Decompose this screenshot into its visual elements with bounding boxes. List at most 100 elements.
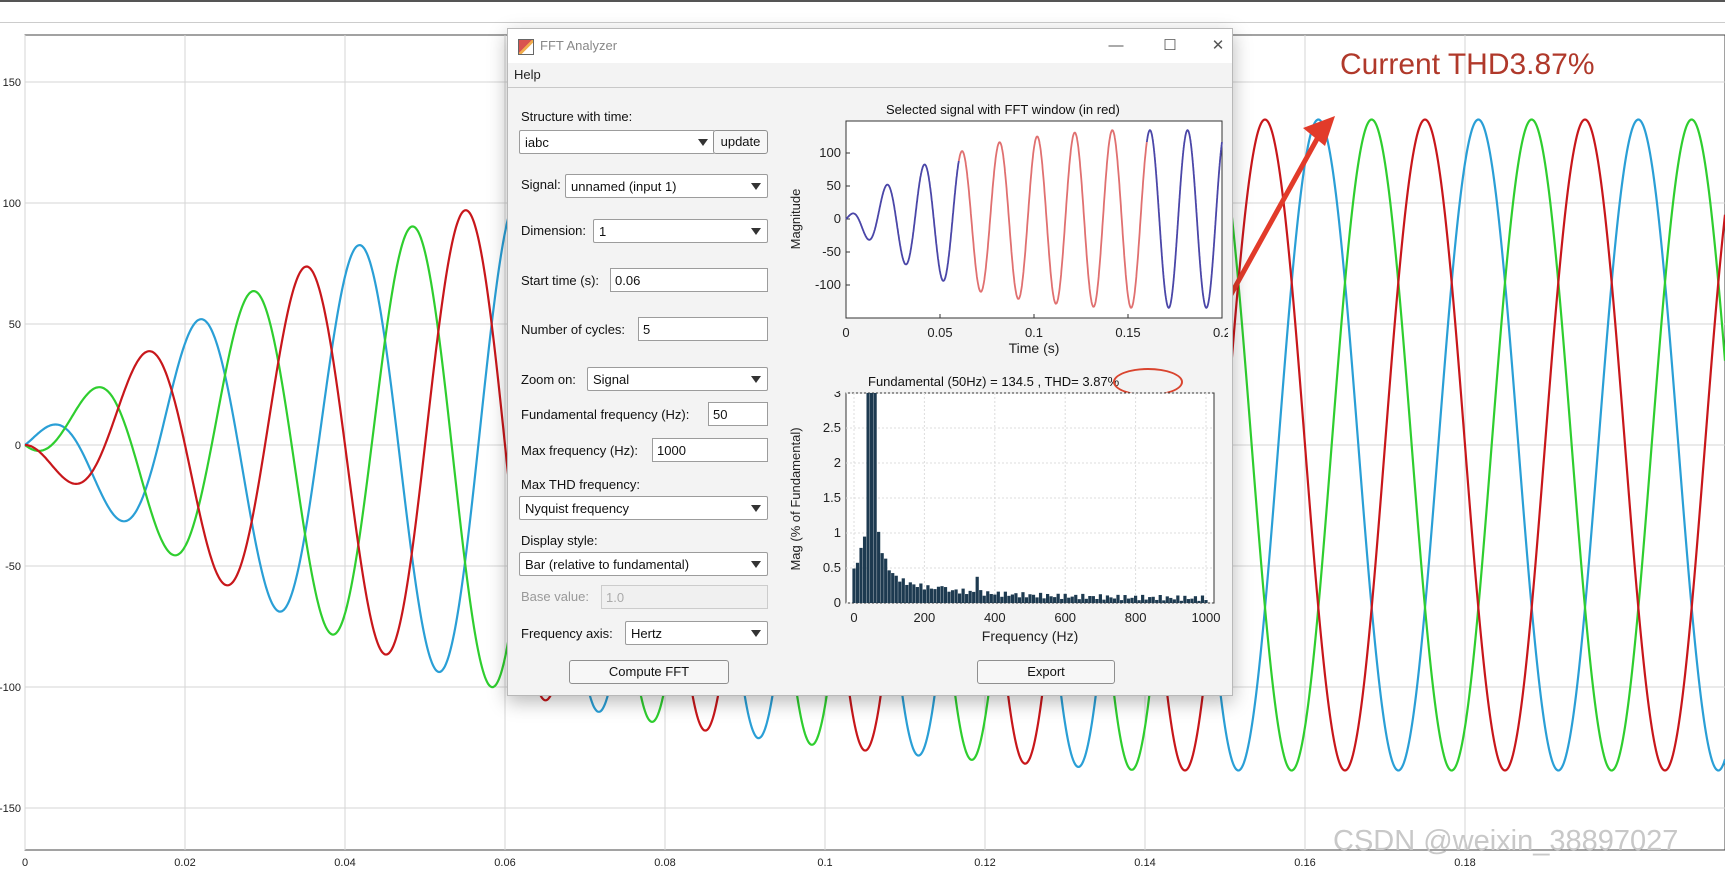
fft-bar	[1000, 596, 1004, 603]
minimize-icon[interactable]: —	[1108, 37, 1124, 54]
export-button[interactable]: Export	[977, 660, 1115, 684]
fft-y-tick-label: 2	[834, 455, 841, 470]
zoom-label: Zoom on:	[521, 372, 576, 387]
fft-bar	[1190, 598, 1194, 603]
structure-dropdown[interactable]: iabc	[519, 130, 715, 154]
fft-bar	[989, 594, 993, 603]
fft-bar	[1204, 600, 1208, 603]
toolbar-divider	[0, 22, 1725, 23]
scope-x-tick: 0.18	[1454, 857, 1475, 869]
signal-y-tick-label: 50	[827, 178, 841, 193]
window-titlebar[interactable]: FFT Analyzer — ☐ ✕	[508, 29, 1232, 63]
freq-axis-dropdown[interactable]: Hertz	[625, 621, 768, 645]
fft-bar	[933, 589, 937, 603]
scope-x-tick-labels: 0 0.02 0.04 0.06 0.08 0.1 0.12 0.14 0.16 0.18	[22, 857, 1476, 869]
scope-y-tick: 100	[3, 198, 21, 210]
fft-bar	[1084, 598, 1088, 603]
fft-bar	[929, 588, 934, 603]
max-freq-input[interactable]: 1000	[652, 438, 768, 462]
fft-bar	[961, 588, 965, 603]
fft-bar	[880, 553, 884, 603]
scope-x-tick: 0.06	[494, 857, 515, 869]
fft-bar	[1197, 600, 1201, 603]
fund-freq-label: Fundamental frequency (Hz):	[521, 407, 690, 422]
fund-freq-input[interactable]: 50	[708, 402, 768, 426]
fft-y-tick-label: 3	[834, 391, 841, 400]
fft-analyzer-window: FFT Analyzer — ☐ ✕ Help Structure with t…	[507, 28, 1233, 696]
fft-bar	[1165, 596, 1169, 603]
fft-bar	[915, 587, 919, 603]
fft-bar	[1119, 600, 1124, 603]
fft-bar	[1077, 599, 1081, 603]
fft-bar	[1053, 597, 1057, 603]
fft-bar	[1116, 594, 1120, 603]
dimension-label: Dimension:	[521, 223, 587, 238]
cycles-input[interactable]: 5	[638, 317, 768, 341]
fft-bar	[1024, 597, 1029, 603]
base-value-label: Base value:	[521, 589, 589, 604]
fft-bar	[1134, 595, 1138, 603]
start-time-input[interactable]: 0.06	[610, 268, 768, 292]
fft-bar	[1141, 594, 1145, 603]
fft-plot: 0 200 400 600 800 1000 3 2.5 2 1.5 1 0.5 0 Frequency…	[788, 391, 1220, 644]
update-button[interactable]: update	[713, 130, 768, 154]
fft-bar	[877, 531, 881, 603]
fft-bar	[1169, 597, 1173, 603]
freq-axis-value: Hertz	[631, 626, 663, 641]
menu-help[interactable]: Help	[514, 67, 541, 82]
dimension-dropdown[interactable]: 1	[593, 219, 768, 243]
dimension-value: 1	[599, 224, 607, 239]
window-title: FFT Analyzer	[540, 38, 618, 53]
csdn-watermark: CSDN @weixin_38897027	[1333, 825, 1679, 857]
fft-x-tick-label: 200	[914, 610, 936, 625]
fft-bar	[1098, 594, 1102, 603]
structure-label: Structure with time:	[521, 109, 633, 124]
compute-fft-button[interactable]: Compute FFT	[569, 660, 729, 684]
fft-bar	[1162, 600, 1166, 603]
chevron-down-icon	[751, 505, 761, 512]
chevron-down-icon	[751, 630, 761, 637]
fft-bar	[912, 584, 916, 603]
current-thd-annotation: Current THD3.87%	[1340, 48, 1595, 81]
scope-x-tick: 0	[22, 857, 28, 869]
scope-y-tick: -150	[0, 803, 21, 815]
fft-bar	[982, 595, 986, 603]
fft-bar	[1176, 595, 1180, 603]
fft-bar	[1067, 597, 1071, 603]
fft-bar	[1095, 598, 1099, 603]
max-thd-label: Max THD frequency:	[521, 477, 640, 492]
annotation-arrow-head	[1303, 116, 1335, 146]
display-style-dropdown[interactable]: Bar (relative to fundamental)	[519, 552, 768, 576]
maximize-icon[interactable]: ☐	[1163, 37, 1177, 54]
signal-y-tick-label: -100	[815, 277, 841, 292]
fft-bar	[1179, 600, 1183, 603]
fft-bar	[968, 590, 972, 603]
max-thd-dropdown[interactable]: Nyquist frequency	[519, 496, 768, 520]
signal-y-tick-label: -50	[822, 244, 841, 259]
scope-y-tick: -100	[0, 682, 21, 694]
fft-bar	[1042, 598, 1046, 603]
chevron-down-icon	[698, 139, 708, 146]
fft-title-prefix: Fundamental (50Hz) = 134.5 , THD	[868, 374, 1072, 389]
signal-plot: 0 0.05 0.1 0.15 0.2 100 50 0 -50 -100 Time (s) Ma…	[788, 120, 1228, 356]
menubar: Help	[508, 63, 1232, 88]
fft-bar	[1183, 595, 1187, 603]
close-icon[interactable]: ✕	[1211, 37, 1225, 54]
base-value-input: 1.0	[601, 585, 768, 609]
scope-x-tick: 0.08	[654, 857, 675, 869]
fft-plot-title: Fundamental (50Hz) = 134.5 , THD= 3.87%	[868, 374, 1119, 389]
fft-bar	[979, 590, 983, 603]
signal-x-tick-label: 0.05	[927, 325, 952, 340]
fft-bar	[859, 547, 863, 603]
scope-y-tick: 0	[15, 440, 21, 452]
fft-bar	[1031, 594, 1036, 603]
fft-y-tick-label: 0	[834, 595, 841, 610]
fft-x-tick-label: 0	[850, 610, 857, 625]
signal-dropdown[interactable]: unnamed (input 1)	[565, 174, 768, 198]
signal-trace	[845, 129, 1223, 309]
fft-bar	[1102, 599, 1106, 603]
matlab-app-icon	[518, 39, 534, 55]
fft-bar	[1123, 595, 1127, 603]
zoom-dropdown[interactable]: Signal	[587, 367, 768, 391]
freq-axis-label: Frequency axis:	[521, 626, 613, 641]
